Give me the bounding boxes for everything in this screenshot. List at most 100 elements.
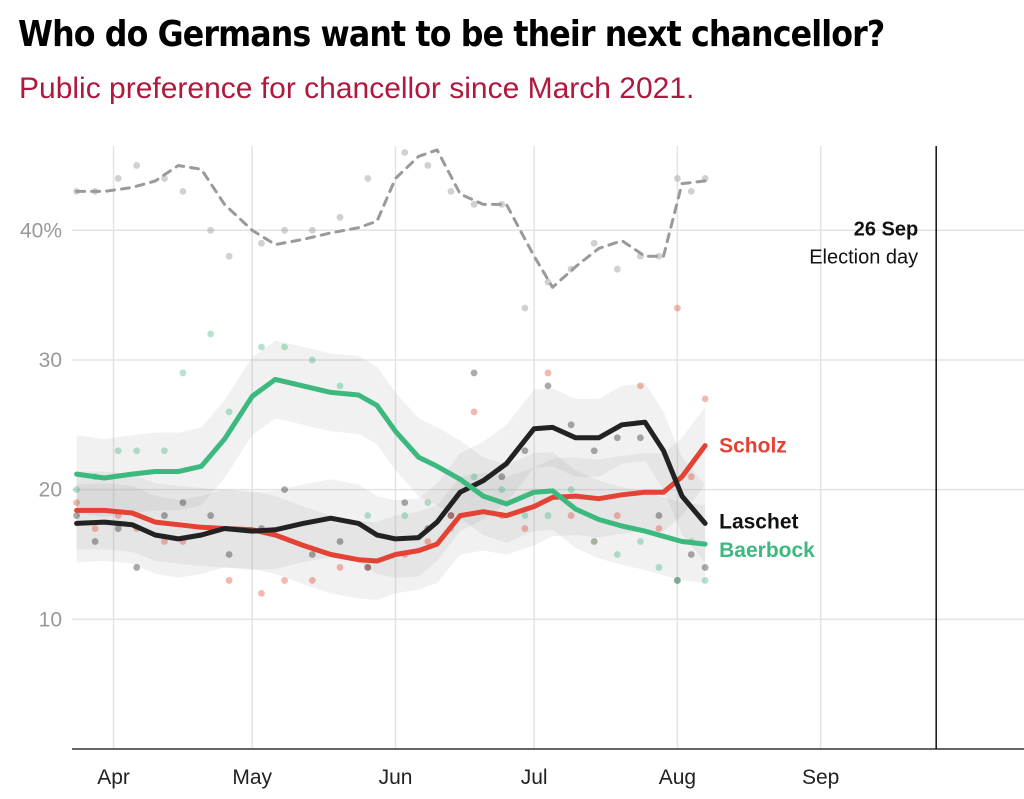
poll-dot-none — [674, 175, 681, 182]
poll-dot-scholz — [656, 525, 663, 532]
election-annotation: 26 Sep Election day — [809, 146, 936, 749]
poll-dot-none — [688, 188, 695, 195]
poll-dot-scholz — [73, 499, 80, 506]
series-labels: Scholz Laschet Baerbock — [719, 435, 815, 563]
poll-dot-baerbock — [337, 383, 344, 390]
poll-dot-baerbock — [545, 512, 552, 519]
poll-dot-scholz — [614, 512, 621, 519]
poll-dot-baerbock — [656, 564, 663, 571]
poll-dot-baerbock — [258, 344, 265, 351]
poll-dot-baerbock — [521, 512, 528, 519]
x-tick-label: Aug — [659, 766, 696, 789]
series-line-none — [77, 150, 706, 287]
poll-dot-none — [133, 162, 140, 169]
poll-dot-none — [226, 253, 233, 260]
poll-dot-baerbock — [309, 357, 316, 364]
poll-dot-laschet — [337, 538, 344, 545]
poll-dot-laschet — [133, 564, 140, 571]
poll-dot-laschet — [498, 473, 505, 480]
poll-dot-scholz — [92, 525, 99, 532]
poll-dot-scholz — [471, 408, 478, 415]
poll-dot-baerbock — [180, 370, 187, 377]
poll-dot-baerbock — [115, 447, 122, 454]
poll-dot-baerbock — [614, 551, 621, 558]
poll-dot-baerbock — [207, 331, 214, 338]
poll-dot-none — [309, 227, 316, 234]
poll-dot-none — [424, 162, 431, 169]
poll-dot-scholz — [545, 370, 552, 377]
poll-dot-laschet — [364, 564, 371, 571]
y-tick-label: 10 — [39, 608, 62, 631]
poll-dot-scholz — [258, 590, 265, 597]
y-tick-label: 30 — [39, 349, 62, 372]
poll-dot-baerbock — [73, 486, 80, 493]
series-label-baerbock: Baerbock — [719, 539, 815, 562]
poll-dot-none — [281, 227, 288, 234]
poll-dot-baerbock — [702, 577, 709, 584]
poll-dot-none — [614, 266, 621, 273]
poll-dot-baerbock — [568, 486, 575, 493]
poll-dot-laschet — [207, 512, 214, 519]
election-date-label: 26 Sep — [854, 218, 918, 240]
poll-dot-baerbock — [281, 344, 288, 351]
poll-dot-none — [207, 227, 214, 234]
poll-dot-scholz — [568, 512, 575, 519]
poll-dot-scholz — [309, 577, 316, 584]
poll-dot-baerbock — [161, 447, 168, 454]
x-tick-label: May — [232, 766, 272, 789]
poll-dot-laschet — [568, 421, 575, 428]
x-tick-label: Jun — [379, 766, 413, 789]
poll-dot-scholz — [521, 525, 528, 532]
poll-dot-laschet — [614, 434, 621, 441]
poll-dot-scholz — [702, 395, 709, 402]
poll-dot-baerbock — [133, 447, 140, 454]
poll-dot-scholz — [281, 577, 288, 584]
poll-dot-baerbock — [401, 512, 408, 519]
poll-dot-scholz — [674, 305, 681, 312]
series-label-laschet: Laschet — [719, 510, 798, 533]
x-tick-label: Sep — [802, 766, 839, 789]
poll-dot-scholz — [637, 383, 644, 390]
poll-dot-none — [258, 240, 265, 247]
poll-dot-none — [337, 214, 344, 221]
poll-dot-none — [521, 305, 528, 312]
poll-dot-laschet — [161, 512, 168, 519]
poll-dot-baerbock — [591, 538, 598, 545]
poll-dot-baerbock — [471, 473, 478, 480]
y-tick-label: 20 — [39, 479, 62, 502]
poll-dot-laschet — [702, 564, 709, 571]
poll-dot-scholz — [226, 577, 233, 584]
poll-dot-baerbock — [226, 408, 233, 415]
poll-dot-laschet — [92, 538, 99, 545]
election-day-text: Election day — [809, 246, 918, 268]
poll-dot-baerbock — [498, 486, 505, 493]
poll-dot-none — [180, 188, 187, 195]
x-tick-label: Jul — [521, 766, 548, 789]
poll-dot-laschet — [226, 551, 233, 558]
poll-dot-laschet — [545, 383, 552, 390]
poll-dot-laschet — [281, 486, 288, 493]
poll-dot-baerbock — [637, 538, 644, 545]
poll-dot-none — [591, 240, 598, 247]
poll-dot-laschet — [521, 447, 528, 454]
chart-svg: 10 20 30 40% Apr May Jun Jul Aug Sep Scholz Lasche… — [0, 0, 1024, 799]
poll-dot-none — [401, 149, 408, 156]
poll-dot-none — [115, 175, 122, 182]
poll-dot-laschet — [688, 551, 695, 558]
x-tick-label: Apr — [97, 766, 130, 789]
poll-dot-baerbock — [424, 499, 431, 506]
poll-dot-baerbock — [674, 577, 681, 584]
poll-dot-laschet — [115, 525, 122, 532]
y-tick-label: 40% — [20, 219, 62, 242]
poll-dot-scholz — [337, 564, 344, 571]
poll-dot-laschet — [656, 512, 663, 519]
poll-dot-laschet — [637, 434, 644, 441]
poll-dot-laschet — [448, 512, 455, 519]
poll-dot-none — [448, 188, 455, 195]
poll-dot-none — [364, 175, 371, 182]
poll-dot-laschet — [591, 447, 598, 454]
poll-dot-laschet — [73, 512, 80, 519]
poll-dot-laschet — [180, 499, 187, 506]
series-label-scholz: Scholz — [719, 435, 787, 458]
poll-dot-laschet — [309, 551, 316, 558]
